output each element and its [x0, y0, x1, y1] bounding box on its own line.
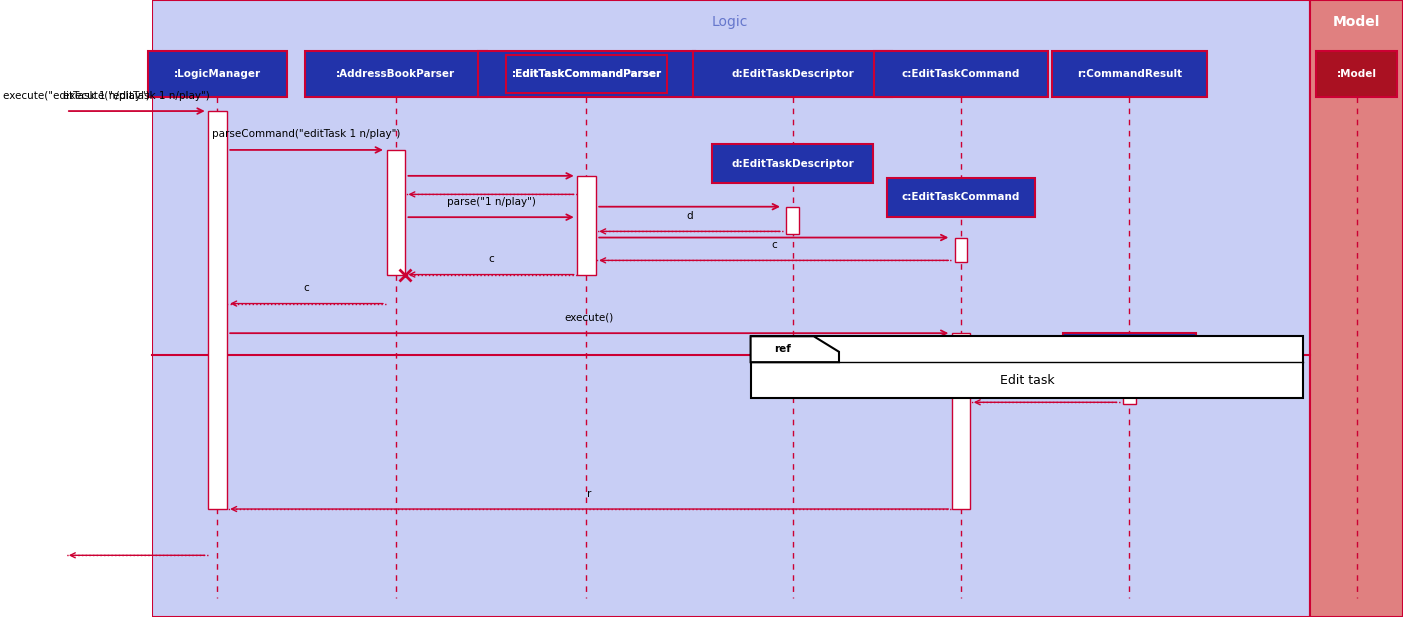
- Bar: [887, 178, 1034, 217]
- Text: Model: Model: [1333, 15, 1381, 30]
- Text: :EditTaskCommandParser: :EditTaskCommandParser: [511, 69, 662, 79]
- Text: d: d: [686, 211, 693, 221]
- Text: Edit task: Edit task: [1000, 373, 1054, 387]
- Bar: [693, 51, 892, 97]
- Bar: [149, 51, 286, 97]
- Text: r:CommandResult: r:CommandResult: [1078, 69, 1181, 79]
- Bar: [1063, 333, 1195, 371]
- Text: r:CommandResult: r:CommandResult: [1078, 347, 1181, 357]
- Text: execute("editTask 1 n/play"): execute("editTask 1 n/play"): [3, 91, 150, 101]
- Text: :Model: :Model: [1337, 69, 1376, 79]
- Bar: [478, 51, 694, 97]
- Text: c:EditTaskCommand: c:EditTaskCommand: [902, 193, 1020, 202]
- Text: Logic: Logic: [711, 15, 748, 30]
- Text: parseCommand("editTask 1 n/play"): parseCommand("editTask 1 n/play"): [212, 130, 401, 139]
- Bar: [874, 51, 1048, 97]
- Bar: [577, 176, 595, 275]
- Bar: [1052, 51, 1207, 97]
- Bar: [152, 0, 1310, 617]
- Text: c: c: [488, 254, 494, 264]
- Bar: [951, 333, 971, 509]
- Text: c: c: [303, 283, 310, 293]
- Text: r: r: [586, 489, 592, 499]
- Bar: [711, 144, 873, 183]
- Text: ref: ref: [773, 344, 791, 354]
- Bar: [386, 150, 404, 275]
- Bar: [751, 336, 1303, 398]
- Bar: [208, 111, 226, 509]
- Text: :LogicManager: :LogicManager: [174, 69, 261, 79]
- Text: r: r: [1042, 382, 1048, 392]
- Text: c: c: [770, 240, 777, 250]
- Bar: [1310, 0, 1403, 617]
- Text: execute(): execute(): [564, 313, 615, 323]
- Text: c:EditTaskCommand: c:EditTaskCommand: [902, 69, 1020, 79]
- Text: :EditTaskCommandParser: :EditTaskCommandParser: [511, 69, 662, 79]
- Bar: [304, 51, 487, 97]
- Text: d:EditTaskDescriptor: d:EditTaskDescriptor: [731, 159, 854, 168]
- Bar: [0, 0, 152, 617]
- Bar: [954, 238, 968, 262]
- Text: execute("editTask 1 n/play"): execute("editTask 1 n/play"): [63, 91, 210, 101]
- Text: d:EditTaskDescriptor: d:EditTaskDescriptor: [731, 69, 854, 79]
- Bar: [1122, 376, 1136, 404]
- Bar: [786, 207, 800, 234]
- Bar: [505, 55, 666, 93]
- Text: parse("1 n/play"): parse("1 n/play"): [446, 197, 536, 207]
- Bar: [1316, 51, 1397, 97]
- Polygon shape: [751, 336, 839, 362]
- Text: :AddressBookParser: :AddressBookParser: [337, 69, 455, 79]
